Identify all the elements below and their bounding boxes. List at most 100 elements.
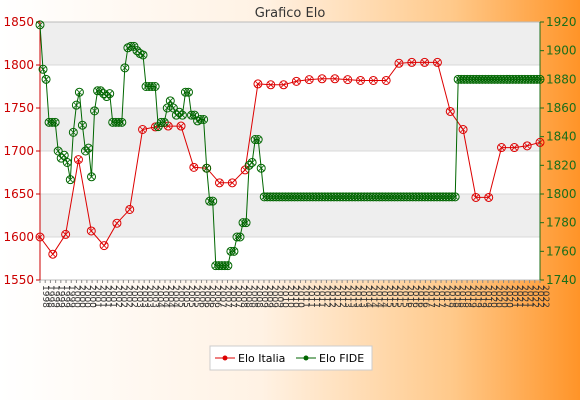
data-point-fide[interactable]	[199, 114, 209, 124]
data-point-italia[interactable]	[471, 192, 481, 202]
data-point-fide[interactable]	[241, 218, 251, 228]
data-point-italia[interactable]	[253, 79, 263, 89]
data-point-fide[interactable]	[50, 117, 60, 127]
data-point-fide[interactable]	[77, 120, 87, 130]
data-point-fide[interactable]	[68, 127, 78, 137]
data-point-fide[interactable]	[65, 175, 75, 185]
data-point-fide[interactable]	[235, 232, 245, 242]
data-point-fide[interactable]	[62, 157, 72, 167]
data-point-italia[interactable]	[176, 121, 186, 131]
point-ring	[374, 192, 384, 202]
point-ring	[132, 46, 142, 56]
data-point-fide[interactable]	[59, 150, 69, 160]
point-cross	[170, 105, 177, 111]
data-point-italia[interactable]	[535, 137, 545, 147]
data-point-italia[interactable]	[214, 178, 224, 188]
data-point-italia[interactable]	[304, 75, 314, 85]
data-point-fide[interactable]	[35, 20, 45, 30]
point-ring	[429, 192, 439, 202]
x-tick-label: 2009	[259, 285, 269, 308]
point-cross	[76, 89, 83, 96]
data-point-italia[interactable]	[368, 75, 378, 85]
point-ring	[99, 89, 109, 99]
data-point-italia[interactable]	[445, 106, 455, 116]
right-tick-label: 1740	[546, 273, 577, 287]
data-point-italia[interactable]	[279, 80, 289, 90]
data-point-italia[interactable]	[73, 155, 83, 165]
point-ring	[268, 192, 278, 202]
data-point-italia[interactable]	[189, 162, 199, 172]
data-point-italia[interactable]	[407, 57, 417, 67]
point-ring	[523, 74, 533, 84]
data-point-italia[interactable]	[522, 141, 532, 151]
point-ring	[125, 204, 135, 214]
data-point-fide[interactable]	[202, 163, 212, 173]
x-tick-label: 2004	[155, 285, 165, 308]
legend: Elo Italia Elo FIDE	[209, 345, 373, 371]
data-point-italia[interactable]	[458, 125, 468, 134]
data-point-fide[interactable]	[535, 74, 545, 84]
data-point-italia[interactable]	[497, 143, 507, 153]
data-point-fide[interactable]	[90, 106, 100, 116]
data-point-italia[interactable]	[99, 241, 109, 251]
data-point-fide[interactable]	[117, 117, 127, 127]
data-point-fide[interactable]	[138, 50, 148, 60]
data-point-italia[interactable]	[125, 204, 135, 214]
x-tick-label: 2016	[420, 285, 430, 308]
point-ring	[117, 117, 127, 127]
data-point-fide[interactable]	[208, 196, 218, 206]
data-point-fide[interactable]	[83, 143, 93, 153]
data-point-fide[interactable]	[41, 74, 51, 84]
data-point-fide[interactable]	[71, 100, 81, 110]
data-point-italia[interactable]	[150, 122, 160, 132]
data-point-fide[interactable]	[229, 246, 239, 256]
data-point-fide[interactable]	[87, 172, 97, 182]
legend-label-italia: Elo Italia	[238, 352, 285, 365]
data-point-italia[interactable]	[381, 75, 391, 85]
data-point-italia[interactable]	[86, 226, 96, 236]
data-point-italia[interactable]	[317, 74, 327, 84]
data-point-italia[interactable]	[138, 125, 148, 134]
point-ring	[335, 192, 345, 202]
data-point-fide[interactable]	[253, 135, 263, 145]
point-cross	[452, 194, 458, 200]
x-tick-label: 2019	[472, 285, 482, 308]
data-point-fide[interactable]	[247, 157, 257, 167]
data-point-italia[interactable]	[509, 143, 519, 153]
data-point-italia[interactable]	[394, 58, 404, 68]
data-point-italia[interactable]	[484, 192, 494, 202]
legend-item-italia[interactable]: Elo Italia	[215, 352, 285, 365]
data-point-italia[interactable]	[356, 75, 366, 85]
data-point-fide[interactable]	[150, 82, 160, 91]
data-point-fide[interactable]	[38, 64, 48, 74]
data-point-fide[interactable]	[159, 117, 169, 127]
data-point-fide[interactable]	[450, 192, 460, 202]
data-point-italia[interactable]	[432, 57, 442, 67]
point-ring	[487, 74, 497, 84]
point-ring	[435, 192, 445, 202]
legend-item-fide[interactable]: Elo FIDE	[296, 352, 364, 365]
data-point-italia[interactable]	[48, 249, 58, 259]
point-ring	[520, 74, 530, 84]
data-point-italia[interactable]	[330, 74, 340, 84]
data-point-fide[interactable]	[256, 163, 266, 173]
point-ring	[189, 162, 199, 172]
data-point-italia[interactable]	[35, 232, 45, 242]
data-point-fide[interactable]	[120, 63, 130, 73]
data-point-italia[interactable]	[420, 57, 430, 67]
data-point-italia[interactable]	[112, 218, 122, 228]
data-point-fide[interactable]	[223, 261, 233, 271]
data-point-fide[interactable]	[105, 89, 115, 99]
point-cross	[524, 143, 530, 149]
point-ring	[99, 241, 109, 251]
point-ring	[147, 82, 157, 91]
data-point-italia[interactable]	[291, 76, 301, 86]
data-point-italia[interactable]	[227, 178, 237, 188]
x-tick-label: 2007	[217, 285, 227, 308]
data-point-fide[interactable]	[183, 87, 193, 97]
data-point-italia[interactable]	[343, 75, 353, 85]
data-point-fide[interactable]	[74, 87, 84, 97]
data-point-italia[interactable]	[266, 80, 276, 90]
data-point-italia[interactable]	[61, 229, 71, 239]
data-point-fide[interactable]	[177, 110, 187, 120]
